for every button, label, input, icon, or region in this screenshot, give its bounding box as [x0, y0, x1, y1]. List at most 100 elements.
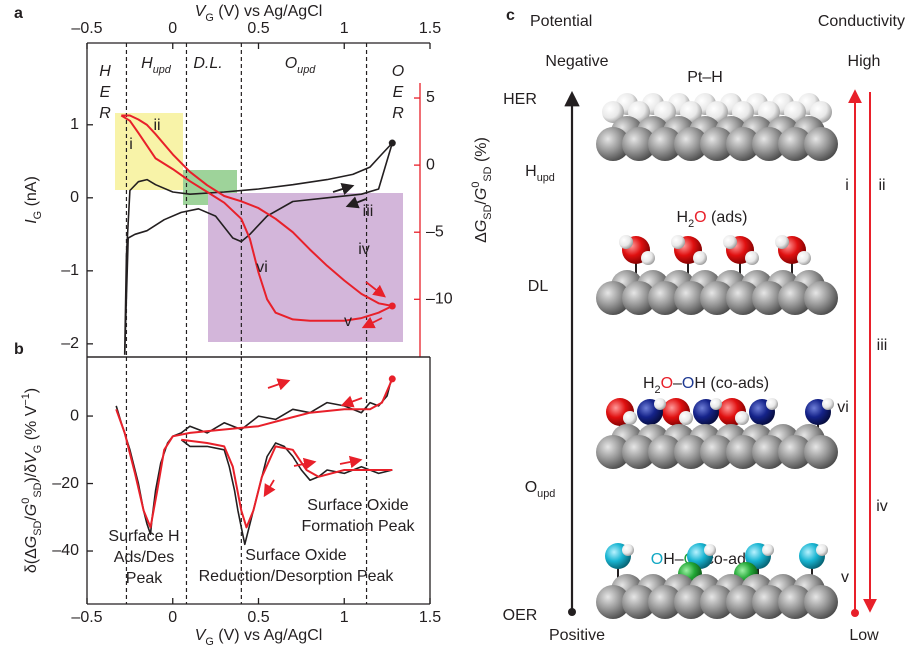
- y-tick-label: –20: [52, 475, 79, 492]
- atom: [679, 411, 693, 425]
- atom: [804, 281, 838, 315]
- arrow-dot: [568, 608, 576, 616]
- x-tick-label: 0: [168, 609, 177, 626]
- y-axis-label: IG (nA): [23, 176, 44, 224]
- numeral: vi: [837, 399, 849, 416]
- text-part: O: [661, 375, 673, 392]
- text-part: H: [141, 55, 153, 72]
- atom: [671, 235, 685, 249]
- stage-label: OER: [503, 607, 538, 624]
- text-part: 0: [470, 182, 482, 188]
- text-part: 0: [20, 498, 32, 504]
- region-label: Oupd: [285, 55, 317, 76]
- annotation: i: [129, 136, 133, 153]
- text-part: G: [473, 188, 490, 200]
- text-part: SD: [482, 204, 494, 219]
- x-tick-label: –0.5: [71, 20, 102, 37]
- end-dot: [389, 303, 396, 310]
- text-part: (%): [473, 137, 490, 166]
- text-part: (ads): [707, 209, 748, 226]
- text-part: G: [473, 220, 490, 232]
- annotation: iii: [363, 203, 374, 220]
- text-part: (% V: [23, 405, 40, 444]
- shade-yellow: [115, 113, 183, 190]
- text-part: Δ: [473, 232, 490, 243]
- header: Potential: [530, 13, 592, 30]
- text-part: H: [525, 163, 537, 180]
- region-label: E: [100, 84, 111, 101]
- region-label: R: [392, 105, 404, 122]
- stage-label: DL: [528, 278, 549, 295]
- state-label: H2O (ads): [677, 209, 748, 230]
- arrow: [340, 460, 360, 464]
- arrow: [343, 398, 362, 405]
- text-part: –: [673, 375, 682, 392]
- annotation: Surface Oxide: [307, 497, 408, 514]
- stage-label: Hupd: [525, 163, 555, 184]
- atom: [735, 411, 749, 425]
- state-label: Pt–H: [687, 69, 723, 86]
- panel-label: c: [506, 7, 515, 24]
- text-part: ): [23, 388, 40, 393]
- text-part: H–: [663, 551, 684, 568]
- atom: [641, 251, 655, 265]
- x-tick-label: 1.5: [419, 20, 441, 37]
- end-dot: [389, 375, 396, 382]
- y2-tick-label: –10: [426, 291, 453, 308]
- scale-end: Negative: [545, 53, 608, 70]
- atom: [804, 127, 838, 161]
- text-part: H: [643, 375, 655, 392]
- text-part: G: [32, 445, 44, 453]
- y-tick-label: –1: [61, 262, 79, 279]
- region-label: Hupd: [141, 55, 172, 76]
- annotation: vi: [256, 259, 268, 276]
- text-part: SD: [32, 520, 44, 535]
- text-part: (V) vs Ag/AgCl: [214, 627, 322, 644]
- stage-label: HER: [503, 91, 537, 108]
- text-part: G: [205, 12, 213, 24]
- scale-end: High: [848, 53, 881, 70]
- atom: [723, 235, 737, 249]
- atom: [623, 411, 637, 425]
- text-part: (nA): [23, 176, 40, 211]
- atom: [822, 398, 834, 410]
- text-part: G: [205, 636, 213, 648]
- x-axis-label: VG (V) vs Ag/AgCl: [195, 627, 323, 648]
- text-part: Pt–H: [687, 69, 723, 86]
- state-label: H2O–OH (co-ads): [643, 375, 769, 396]
- atom: [622, 544, 634, 556]
- region-label: R: [99, 105, 111, 122]
- annotation: v: [344, 313, 352, 330]
- scale-end: Low: [849, 627, 879, 644]
- text-part: −1: [20, 393, 32, 405]
- annotation: iv: [358, 241, 370, 258]
- annotation: Surface Oxide: [245, 547, 346, 564]
- region-label: H: [99, 63, 111, 80]
- text-part: OER: [503, 607, 538, 624]
- text-part: O: [651, 551, 663, 568]
- text-part: upd: [537, 172, 555, 184]
- scale-end: Positive: [549, 627, 605, 644]
- atom: [797, 251, 811, 265]
- y2-axis-label: ΔGSD/G0SD (%): [470, 137, 494, 243]
- figure: a–0.500.511.5VG (V) vs Ag/AgCl–2–101IG (…: [0, 0, 910, 648]
- text-part: (co-ads): [706, 375, 769, 392]
- text-part: upd: [153, 64, 172, 76]
- atom: [704, 544, 716, 556]
- text-part: H: [677, 209, 689, 226]
- arrow: [333, 186, 352, 192]
- annotation: Peak: [126, 570, 163, 587]
- atom: [693, 251, 707, 265]
- text-part: O: [525, 479, 537, 496]
- x-tick-label: 0.5: [247, 20, 269, 37]
- text-part: SD: [32, 482, 44, 497]
- text-part: G: [32, 211, 44, 219]
- x-tick-label: 0: [168, 20, 177, 37]
- annotation: Surface H: [108, 528, 179, 545]
- atom: [816, 544, 828, 556]
- y-tick-label: 0: [70, 189, 79, 206]
- y2-tick-label: –5: [426, 223, 444, 240]
- y-axis-label: δ(ΔGSD/G0SD)/δVG (% V−1): [20, 388, 44, 573]
- numeral: iii: [877, 337, 888, 354]
- text-part: upd: [537, 488, 555, 500]
